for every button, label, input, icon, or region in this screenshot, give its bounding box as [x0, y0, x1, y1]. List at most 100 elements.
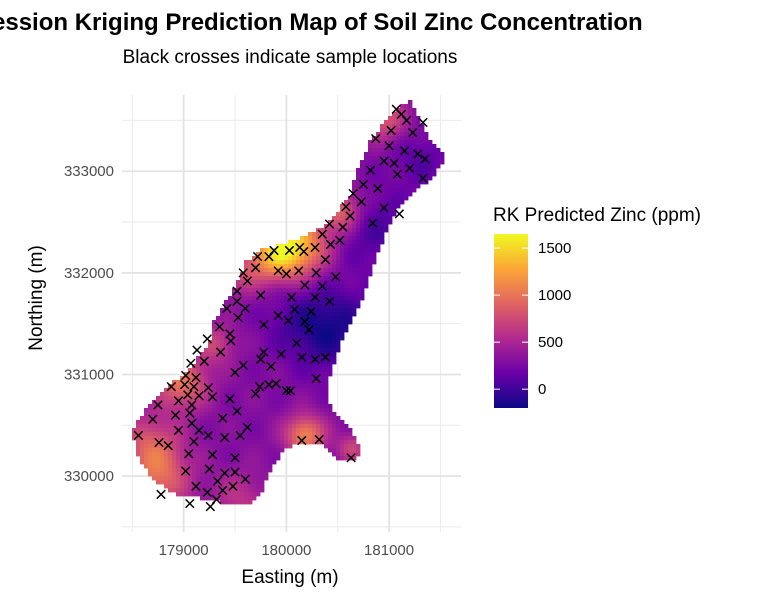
prediction-cell — [320, 304, 325, 309]
prediction-cell — [184, 492, 189, 497]
sample-point — [185, 408, 195, 418]
prediction-cell — [264, 296, 269, 301]
prediction-cell — [192, 380, 197, 385]
prediction-cell — [204, 396, 209, 401]
prediction-cell — [328, 440, 333, 445]
prediction-cell — [308, 372, 313, 377]
prediction-cell — [316, 260, 321, 265]
prediction-cell — [148, 452, 153, 457]
prediction-cell — [276, 288, 281, 293]
prediction-cell — [296, 292, 301, 297]
prediction-cell — [300, 268, 305, 273]
prediction-cell — [224, 404, 229, 409]
prediction-cell — [260, 368, 265, 373]
prediction-cell — [432, 148, 437, 153]
prediction-cell — [256, 428, 261, 433]
prediction-cell — [228, 500, 233, 505]
prediction-cell — [344, 268, 349, 273]
prediction-cell — [312, 328, 317, 333]
prediction-cell — [252, 308, 257, 313]
prediction-cell — [312, 248, 317, 253]
prediction-cell — [212, 420, 217, 425]
prediction-cell — [292, 312, 297, 317]
prediction-cell — [196, 412, 201, 417]
prediction-cell — [140, 428, 145, 433]
prediction-cell — [256, 416, 261, 421]
prediction-cell — [240, 400, 245, 405]
prediction-cell — [396, 124, 401, 129]
prediction-cell — [308, 252, 313, 257]
prediction-cell — [252, 344, 257, 349]
prediction-cell — [300, 328, 305, 333]
prediction-cell — [296, 280, 301, 285]
prediction-cell — [244, 276, 249, 281]
prediction-cell — [404, 156, 409, 161]
prediction-cell — [288, 432, 293, 437]
prediction-cell — [200, 456, 205, 461]
prediction-cell — [220, 480, 225, 485]
prediction-cell — [180, 448, 185, 453]
prediction-cell — [200, 444, 205, 449]
prediction-cell — [312, 292, 317, 297]
prediction-cell — [160, 480, 165, 485]
prediction-cell — [428, 156, 433, 161]
prediction-cell — [396, 204, 401, 209]
prediction-cell — [332, 216, 337, 221]
prediction-cell — [336, 316, 341, 321]
prediction-cell — [368, 156, 373, 161]
prediction-cell — [388, 188, 393, 193]
prediction-cell — [228, 352, 233, 357]
prediction-cell — [272, 320, 277, 325]
prediction-cell — [248, 272, 253, 277]
prediction-cell — [404, 164, 409, 169]
prediction-cell — [196, 404, 201, 409]
prediction-cell — [132, 428, 137, 433]
prediction-cell — [352, 232, 357, 237]
prediction-cell — [256, 280, 261, 285]
prediction-cell — [224, 364, 229, 369]
prediction-cell — [372, 196, 377, 201]
prediction-cell — [232, 356, 237, 361]
prediction-cell — [168, 456, 173, 461]
prediction-cell — [384, 160, 389, 165]
prediction-cell — [152, 432, 157, 437]
sample-point — [186, 358, 196, 369]
prediction-cell — [200, 404, 205, 409]
prediction-cell — [372, 236, 377, 241]
prediction-cell — [332, 260, 337, 265]
prediction-cell — [376, 156, 381, 161]
prediction-cell — [252, 416, 257, 421]
prediction-cell — [428, 160, 433, 165]
prediction-cell — [204, 456, 209, 461]
prediction-cell — [268, 300, 273, 305]
prediction-cell — [156, 456, 161, 461]
prediction-cell — [356, 268, 361, 273]
prediction-cell — [160, 448, 165, 453]
prediction-cell — [352, 204, 357, 209]
prediction-cell — [312, 264, 317, 269]
sample-point — [255, 354, 266, 364]
prediction-cell — [332, 300, 337, 305]
prediction-cell — [232, 404, 237, 409]
prediction-cell — [320, 340, 325, 345]
prediction-cell — [248, 284, 253, 289]
prediction-cell — [276, 332, 281, 337]
prediction-cell — [244, 340, 249, 345]
prediction-cell — [208, 476, 213, 481]
prediction-cell — [168, 392, 173, 397]
prediction-cell — [380, 180, 385, 185]
prediction-cell — [212, 444, 217, 449]
prediction-cell — [164, 436, 169, 441]
prediction-cell — [344, 456, 349, 461]
prediction-cell — [360, 212, 365, 217]
prediction-cell — [372, 168, 377, 173]
sample-point — [205, 501, 216, 512]
x-tick-label: 179000 — [159, 542, 209, 559]
prediction-cell — [192, 476, 197, 481]
prediction-cell — [336, 440, 341, 445]
prediction-cell — [356, 292, 361, 297]
prediction-cell — [240, 420, 245, 425]
prediction-cell — [380, 188, 385, 193]
prediction-cell — [220, 320, 225, 325]
prediction-cell — [276, 336, 281, 341]
